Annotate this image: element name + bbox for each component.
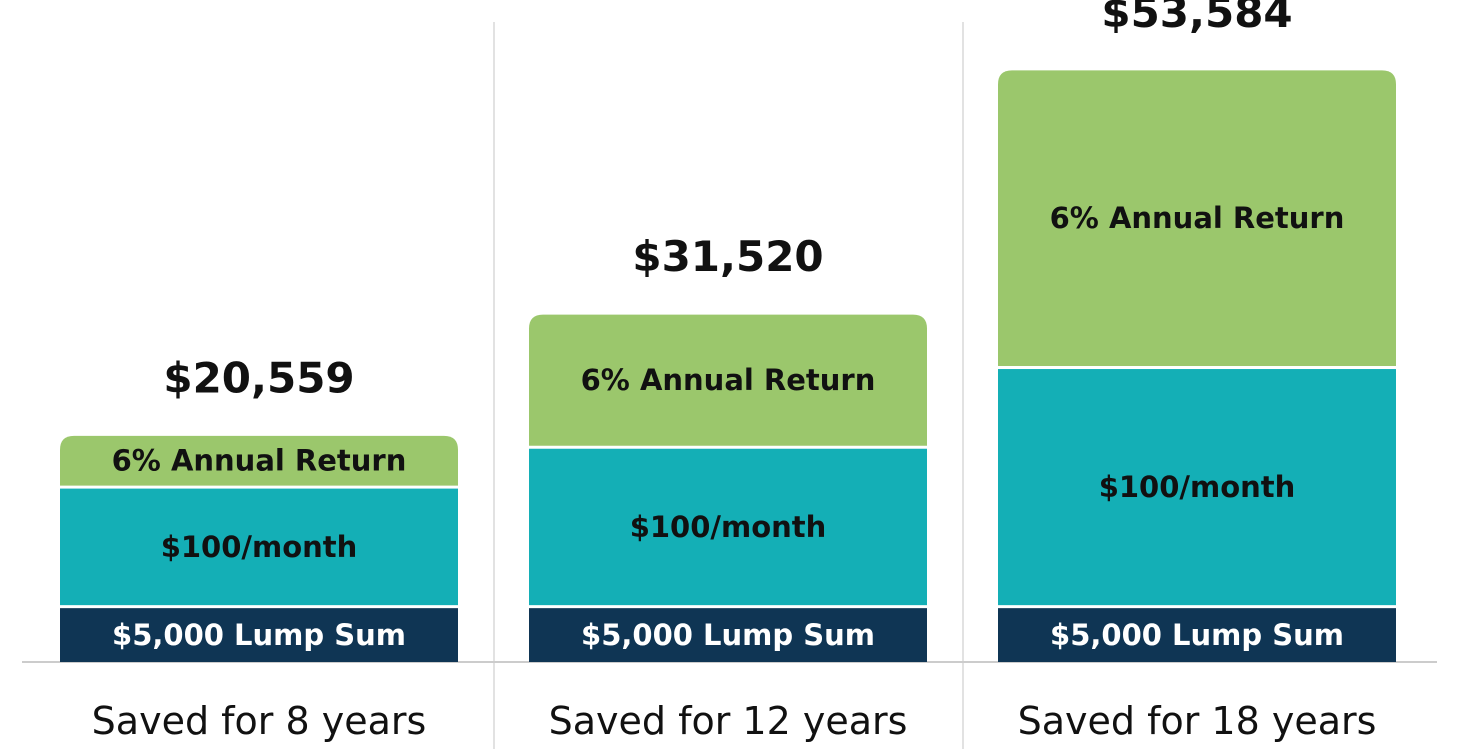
bar-group: $5,000 Lump Sum $100/month 6% Annual Retur… (998, 0, 1396, 743)
bar-segment (998, 369, 1396, 606)
segment-label: $100/month (1099, 470, 1296, 504)
segment-label: $100/month (161, 530, 358, 564)
bar-groups: $5,000 Lump Sum $100/month 6% Annual Retur… (60, 0, 1396, 743)
bar-segment (60, 435, 458, 486)
segment-label: 6% Annual Return (1050, 201, 1345, 235)
category-label: Saved for 12 years (549, 699, 908, 743)
bar-group: $5,000 Lump Sum $100/month 6% Annual Retur… (60, 353, 458, 743)
bar-segment (60, 608, 458, 662)
bar-group: $5,000 Lump Sum $100/month 6% Annual Retur… (529, 232, 927, 743)
segment-label: 6% Annual Return (581, 363, 876, 397)
bar-segment (998, 608, 1396, 662)
category-label: Saved for 8 years (92, 699, 427, 743)
bar-total-label: $31,520 (632, 232, 823, 281)
bar-total-label: $20,559 (163, 353, 354, 402)
segment-label: $5,000 Lump Sum (112, 618, 406, 652)
segment-label: 6% Annual Return (112, 444, 407, 478)
column-dividers (493, 22, 964, 749)
bar-segment (998, 70, 1396, 367)
category-label: Saved for 18 years (1018, 699, 1377, 743)
bar-segment (60, 488, 458, 606)
segment-label: $5,000 Lump Sum (581, 618, 875, 652)
bar-segment (529, 608, 927, 662)
segment-label: $100/month (630, 510, 827, 544)
bar-total-label: $53,584 (1101, 0, 1292, 37)
bar-segment (529, 314, 927, 446)
bar-segment (529, 448, 927, 606)
segment-label: $5,000 Lump Sum (1050, 618, 1344, 652)
